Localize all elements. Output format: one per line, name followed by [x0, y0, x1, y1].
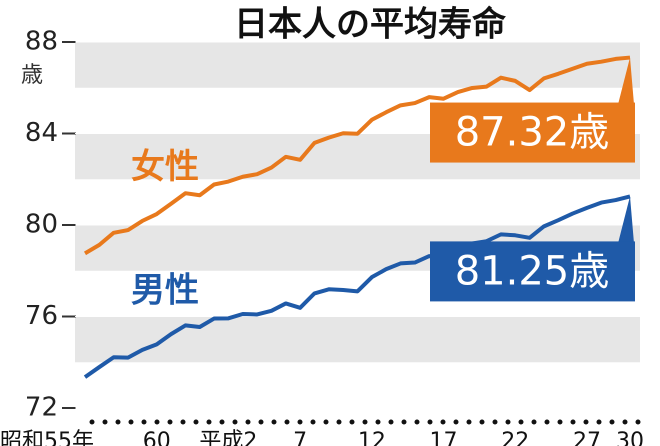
- series-label: 女性: [131, 147, 199, 187]
- chart-title: 日本人の平均寿命: [234, 5, 506, 45]
- y-tick-label: 72: [25, 393, 58, 423]
- value-label: 87.32歳: [455, 110, 610, 156]
- y-tick-label: 80: [25, 210, 58, 240]
- x-tick-label: 昭和55年: [0, 429, 94, 446]
- x-tick-label: 12: [358, 429, 386, 446]
- series-line: [83, 55, 631, 256]
- y-tick-label: 76: [25, 301, 58, 331]
- x-tick-label: 27: [573, 429, 601, 446]
- series-line: [83, 194, 631, 379]
- value-label: 81.25歳: [455, 248, 610, 294]
- x-tick-label: 平成2: [199, 429, 257, 446]
- x-tick-label: 17: [430, 429, 458, 446]
- callout-box: [430, 241, 635, 302]
- callout-pointer: [618, 57, 634, 105]
- grid-band: [75, 42, 640, 88]
- x-tick-label: 7: [293, 429, 307, 446]
- x-tick-label: 60: [143, 429, 171, 446]
- grid-band: [75, 316, 640, 363]
- x-tick-label: 22: [501, 429, 529, 446]
- x-tick-label: 30: [616, 429, 644, 446]
- y-tick-label: 84: [25, 118, 58, 148]
- y-unit: 歳: [21, 63, 43, 88]
- callout-box: [430, 102, 635, 163]
- callout-pointer: [618, 196, 634, 244]
- grid-bands: [75, 42, 640, 363]
- series-label: 男性: [131, 271, 199, 311]
- y-tick-label: 88: [25, 27, 58, 57]
